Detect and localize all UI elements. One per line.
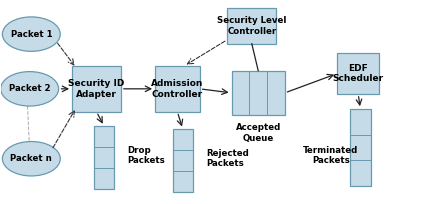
Bar (336, 53, 379, 94)
Text: Packet n: Packet n (11, 154, 52, 163)
Text: Rejected
Packets: Rejected Packets (205, 149, 248, 169)
Ellipse shape (3, 17, 60, 51)
Ellipse shape (3, 142, 60, 176)
Bar (349, 109, 370, 186)
Bar (172, 129, 193, 192)
Text: Packet 2: Packet 2 (9, 84, 50, 93)
Bar (155, 66, 199, 112)
Bar (231, 71, 284, 115)
Text: Security ID
Adapter: Security ID Adapter (68, 79, 124, 99)
Text: Terminated
Packets: Terminated Packets (302, 146, 358, 165)
Bar (94, 126, 114, 189)
Text: Packet 1: Packet 1 (11, 30, 52, 39)
Bar (72, 66, 121, 112)
Text: Drop
Packets: Drop Packets (127, 146, 164, 165)
Bar (227, 8, 276, 44)
Text: EDF
Scheduler: EDF Scheduler (332, 64, 383, 83)
Text: Security Level
Controller: Security Level Controller (216, 16, 286, 36)
Ellipse shape (1, 72, 58, 106)
Text: Admission
Controller: Admission Controller (151, 79, 203, 99)
Text: Accepted
Queue: Accepted Queue (235, 123, 280, 143)
